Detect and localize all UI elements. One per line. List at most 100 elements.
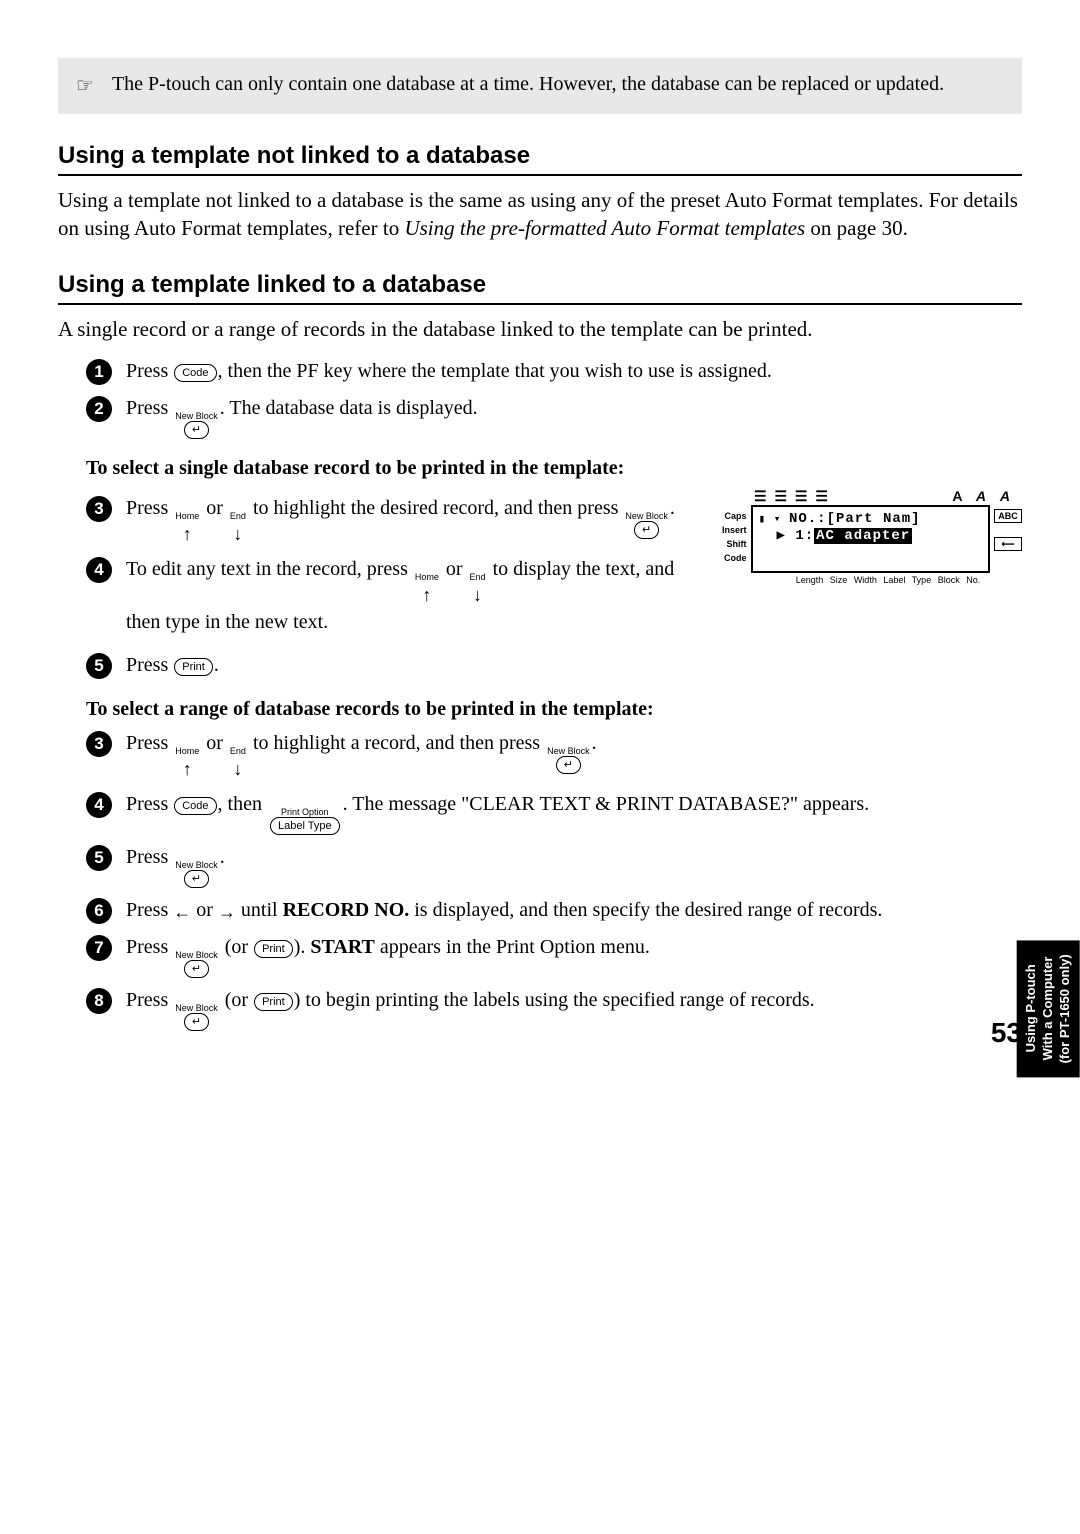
left-arrow-icon: ← (173, 899, 191, 925)
enter-key: New Block↵ (175, 1004, 218, 1031)
home-label: Home (415, 573, 439, 582)
lcd-figure: ☰ ☰ ☰ ☰ A A A Caps Insert Shift Code ▮ ▾… (722, 488, 1022, 585)
t: . The message "CLEAR TEXT & PRINT DATABA… (343, 793, 870, 815)
home-label: Home (175, 512, 199, 521)
start-bold: START (310, 936, 375, 958)
step-8: 8 Press New Block↵ (or Print) to begin p… (86, 986, 1022, 1031)
step-4b-text: Press Code, then Print OptionLabel Type.… (126, 790, 869, 835)
t: . The database data is displayed. (220, 397, 478, 419)
t: Press (126, 360, 173, 382)
t: or (201, 732, 228, 754)
enter-key: New Block↵ (547, 747, 590, 774)
step-4b: 4 Press Code, then Print OptionLabel Typ… (86, 790, 1022, 835)
t: A (1000, 488, 1012, 504)
t: To edit any text in the record, press (126, 558, 413, 580)
page-number: 53 (991, 1017, 1022, 1049)
enter-sym: ↵ (634, 521, 659, 539)
lcd-line1: ▮ ▾ NO.:[Part Nam] (759, 511, 982, 527)
end-label: End (470, 573, 486, 582)
t: ) to begin printing the labels using the… (294, 989, 815, 1011)
back-badge: ⟵ (994, 537, 1022, 551)
section1-heading: Using a template not linked to a databas… (58, 142, 1022, 176)
step-6: 6 Press ← or → until RECORD NO. is displ… (86, 896, 1022, 925)
new-block-label: New Block (175, 861, 218, 870)
new-block-label: New Block (547, 747, 590, 756)
t: (or (220, 936, 253, 958)
enter-key: New Block↵ (625, 512, 668, 539)
lcd-top-icons: ☰ ☰ ☰ ☰ (754, 488, 830, 505)
side-tab: Using P-touch With a Computer (for PT-16… (1017, 940, 1080, 1077)
up-key: Home↑ (175, 512, 199, 547)
t: Press (126, 793, 173, 815)
t: ). (294, 936, 311, 958)
step-number-8: 8 (86, 988, 112, 1014)
insert-label: Insert (722, 523, 747, 537)
lcd-right-labels: ABC ⟵ (994, 505, 1022, 573)
step-7: 7 Press New Block↵ (or Print). START app… (86, 933, 1022, 978)
section2-intro: A single record or a range of records in… (58, 315, 1022, 343)
t: Press (126, 846, 173, 868)
enter-sym: ↵ (184, 1013, 209, 1031)
enter-key: New Block↵ (175, 861, 218, 888)
t: Press (126, 732, 173, 754)
t: . (592, 732, 597, 754)
step-number-4b: 4 (86, 792, 112, 818)
step-8-text: Press New Block↵ (or Print) to begin pri… (126, 986, 815, 1031)
right-arrow-icon: → (218, 899, 236, 925)
t: . (670, 497, 675, 519)
enter-sym: ↵ (184, 960, 209, 978)
record-no-bold: RECORD NO. (283, 899, 410, 921)
t: ▶ 1: (777, 528, 815, 544)
note-box: ☞ The P-touch can only contain one datab… (58, 58, 1022, 114)
t: Press (126, 989, 173, 1011)
step-6-text: Press ← or → until RECORD NO. is display… (126, 896, 882, 925)
t: Press (126, 397, 173, 419)
sub-heading-1: To select a single database record to be… (86, 457, 1022, 480)
new-block-label: New Block (175, 1004, 218, 1013)
step-1: 1 Press Code, then the PF key where the … (86, 357, 1022, 386)
t: NO.:[Part Nam] (789, 511, 921, 527)
step-2-text: Press New Block↵. The database data is d… (126, 394, 478, 439)
pointer-icon: ☞ (76, 70, 94, 100)
up-arrow-icon: ↑ (183, 521, 192, 547)
new-block-label: New Block (625, 512, 668, 521)
step-5b: 5 Press New Block↵. (86, 843, 1022, 888)
up-arrow-icon: ↑ (422, 582, 431, 608)
lcd-bottom-labels: Length Size Width Label Type Block No. (722, 573, 1022, 585)
t: Press (126, 497, 173, 519)
step-number-6: 6 (86, 898, 112, 924)
labeltype-key: Print OptionLabel Type (269, 808, 341, 835)
code-key: Code (174, 797, 216, 815)
t: or (191, 899, 218, 921)
t: or (201, 497, 228, 519)
step-3-text: Press Home↑ or End↓ to highlight the des… (126, 494, 675, 547)
step-3: 3 Press Home↑ or End↓ to highlight the d… (86, 494, 698, 547)
down-arrow-icon: ↓ (233, 756, 242, 782)
t: is displayed, and then specify the desir… (409, 899, 882, 921)
home-label: Home (175, 747, 199, 756)
print-key: Print (174, 658, 213, 676)
step-number-5b: 5 (86, 845, 112, 871)
shift-label: Shift (722, 537, 747, 551)
step-4: 4 To edit any text in the record, press … (86, 555, 698, 637)
lcd-left-labels: Caps Insert Shift Code (722, 505, 747, 573)
step-5b-text: Press New Block↵. (126, 843, 225, 888)
t: to highlight the desired record, and the… (248, 497, 623, 519)
t: ▮ ▾ (759, 514, 789, 526)
step-number-3: 3 (86, 496, 112, 522)
print-key: Print (254, 993, 293, 1011)
printoption-label: Print Option (281, 808, 329, 817)
end-label: End (230, 512, 246, 521)
step-number-7: 7 (86, 935, 112, 961)
abc-badge: ABC (994, 509, 1022, 523)
t: (or (220, 989, 253, 1011)
step-number-2: 2 (86, 396, 112, 422)
page-container: ☞ The P-touch can only contain one datab… (0, 0, 1080, 1077)
section2-heading: Using a template linked to a database (58, 271, 1022, 305)
step-5-text: Press Print. (126, 651, 219, 680)
down-key: End↓ (470, 573, 486, 608)
step-number-5: 5 (86, 653, 112, 679)
step-7-text: Press New Block↵ (or Print). START appea… (126, 933, 650, 978)
lcd-line2: ▶ 1:AC adapter (777, 527, 982, 544)
step-number-3b: 3 (86, 731, 112, 757)
